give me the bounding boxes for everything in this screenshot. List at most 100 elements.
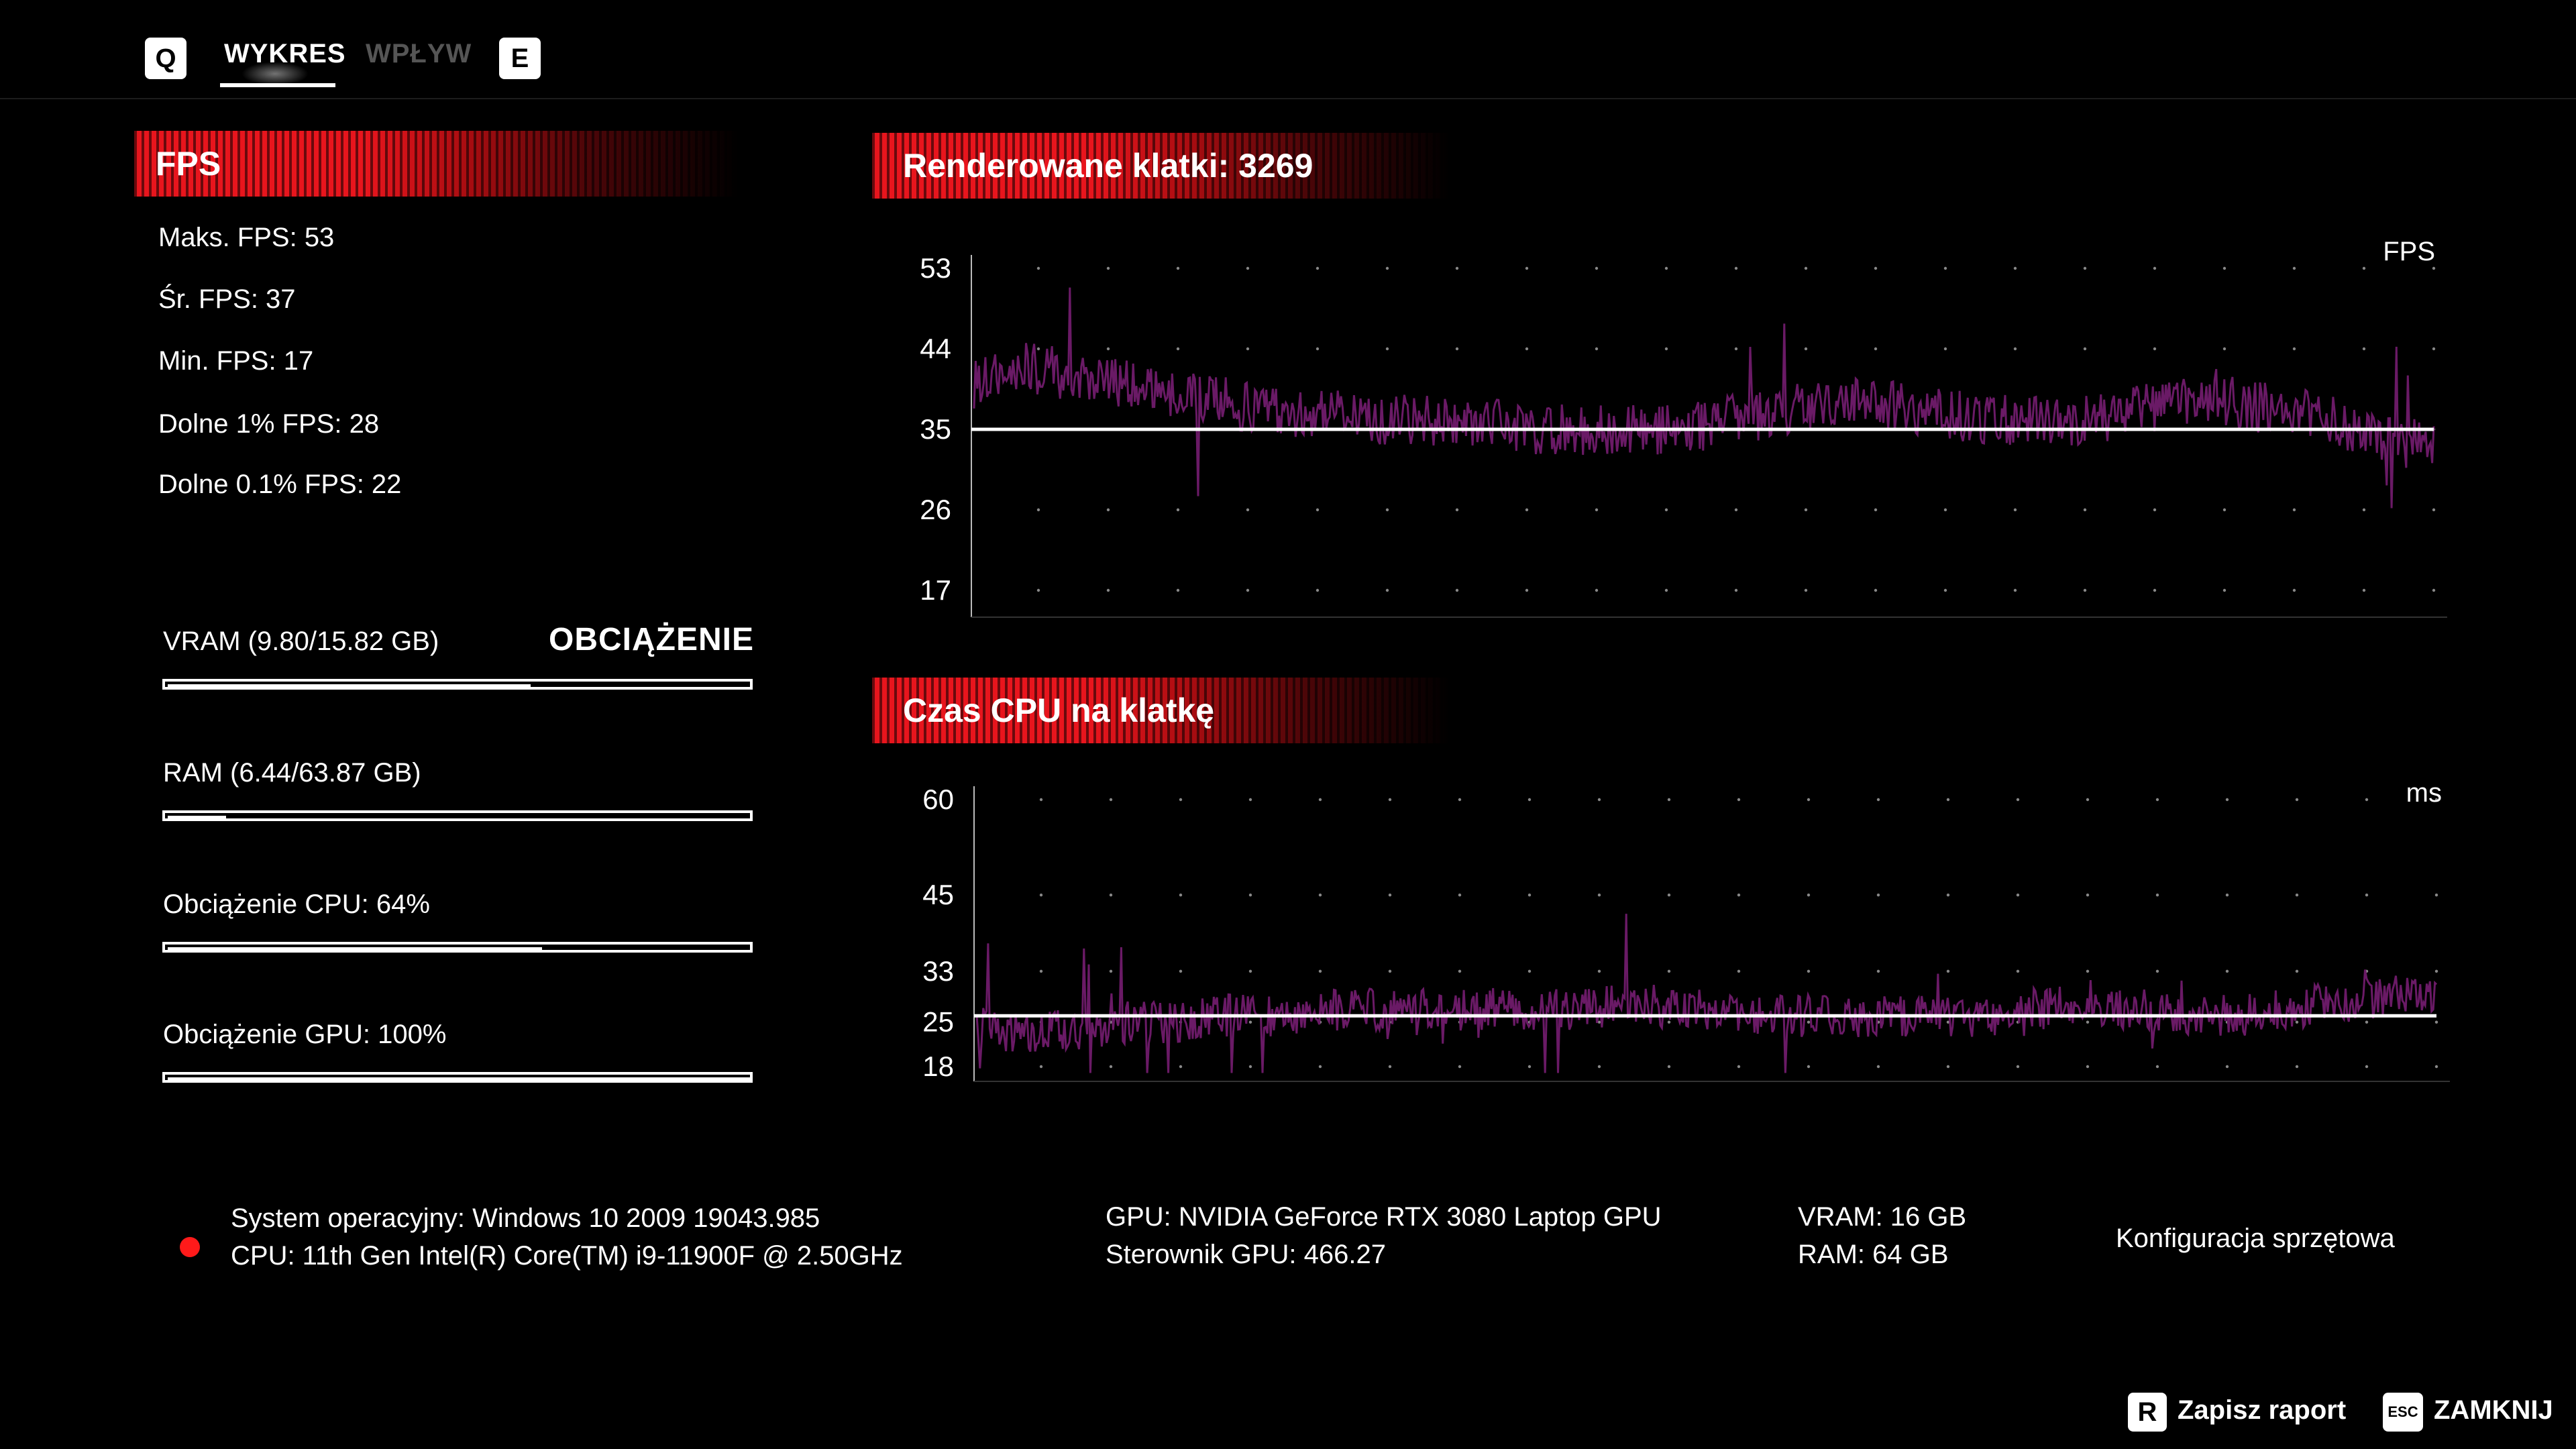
grid-dot <box>2225 893 2229 897</box>
grid-dot <box>1737 798 1741 802</box>
grid-dot <box>1036 588 1040 592</box>
grid-dot <box>1527 969 1532 973</box>
grid-dot <box>2086 969 2090 973</box>
fps-panel-header: FPS <box>134 131 738 197</box>
tab-wykres[interactable]: WYKRES <box>224 39 346 68</box>
status-dot <box>180 1237 200 1257</box>
tab-prev-key-hint[interactable]: Q <box>145 38 186 79</box>
grid-dot <box>2083 266 2087 270</box>
save-report-button[interactable]: Zapisz raport <box>2178 1395 2347 1425</box>
grid-dot <box>1385 266 1389 270</box>
grid-dot <box>2295 893 2299 897</box>
vram-info: VRAM: 16 GB <box>1798 1202 1967 1232</box>
grid-dot <box>1807 798 1811 802</box>
grid-dot <box>1388 969 1392 973</box>
grid-dot <box>1458 1065 1462 1069</box>
grid-dot <box>1667 1020 1671 1024</box>
grid-dot <box>2222 508 2226 512</box>
close-key[interactable]: ESC <box>2383 1393 2423 1432</box>
low01-fps-stat: Dolne 0.1% FPS: 22 <box>158 470 402 499</box>
grid-dot <box>1667 798 1671 802</box>
grid-dot <box>1385 347 1389 351</box>
hardware-config-label: Konfiguracja sprzętowa <box>2116 1224 2395 1253</box>
grid-dot <box>1176 347 1180 351</box>
load-heading: OBCIĄŻENIE <box>549 622 755 657</box>
grid-dot <box>2295 969 2299 973</box>
grid-dot <box>1525 588 1529 592</box>
close-button[interactable]: ZAMKNIJ <box>2434 1395 2553 1425</box>
grid-dot <box>1804 588 1808 592</box>
grid-dot <box>1525 266 1529 270</box>
grid-dot <box>1109 969 1113 973</box>
fps-chart: 53 44 35 26 17 FPS <box>920 237 2447 618</box>
grid-dot <box>2434 1020 2438 1024</box>
grid-dot <box>1664 266 1668 270</box>
grid-dot <box>1804 347 1808 351</box>
gpu-load-label: Obciążenie GPU: 100% <box>163 1020 447 1049</box>
cpu-chart-header: Czas CPU na klatkę <box>872 678 1449 743</box>
grid-dot <box>1039 798 1043 802</box>
grid-dot <box>1106 266 1110 270</box>
grid-dot <box>1109 893 1113 897</box>
grid-dot <box>1455 266 1459 270</box>
grid-dot <box>1737 969 1741 973</box>
grid-dot <box>1876 893 1880 897</box>
grid-dot <box>2432 508 2436 512</box>
grid-dot <box>1807 1020 1811 1024</box>
grid-dot <box>2434 893 2438 897</box>
grid-dot <box>1946 893 1950 897</box>
cpu-chart-title: Czas CPU na klatkę <box>903 692 1215 729</box>
tab-wplyw[interactable]: WPŁYW <box>366 39 472 68</box>
grid-dot <box>1176 588 1180 592</box>
grid-dot <box>2016 1065 2020 1069</box>
grid-dot <box>1318 969 1322 973</box>
tab-next-key-hint[interactable]: E <box>499 38 541 79</box>
gpu-load-bar <box>162 1072 753 1083</box>
grid-dot <box>2083 347 2087 351</box>
grid-dot <box>1804 508 1808 512</box>
grid-dot <box>1036 508 1040 512</box>
chart-unit-label: FPS <box>2383 237 2435 266</box>
grid-dot <box>1248 798 1252 802</box>
grid-dot <box>2225 969 2229 973</box>
grid-dot <box>1388 893 1392 897</box>
grid-dot <box>2016 893 2020 897</box>
grid-dot <box>1874 588 1878 592</box>
grid-dot <box>1039 893 1043 897</box>
grid-dot <box>1946 969 1950 973</box>
grid-dot <box>1595 266 1599 270</box>
grid-dot <box>1316 588 1320 592</box>
grid-dot <box>1388 798 1392 802</box>
grid-dot <box>1176 508 1180 512</box>
grid-dot <box>1109 1065 1113 1069</box>
grid-dot <box>1179 1065 1183 1069</box>
grid-dot <box>1876 969 1880 973</box>
y-tick-label: 33 <box>922 955 954 987</box>
grid-dot <box>2013 588 2017 592</box>
grid-dot <box>2434 798 2438 802</box>
grid-dot <box>2083 508 2087 512</box>
grid-dot <box>1595 347 1599 351</box>
grid-dot <box>1388 1065 1392 1069</box>
grid-dot <box>2365 798 2369 802</box>
grid-dot <box>2362 347 2366 351</box>
grid-dot <box>2432 347 2436 351</box>
grid-dot <box>2083 588 2087 592</box>
gpu-driver-info: Sterownik GPU: 466.27 <box>1106 1240 1386 1269</box>
grid-dot <box>1737 1065 1741 1069</box>
cpu-load-label: Obciążenie CPU: 64% <box>163 890 430 919</box>
grid-dot <box>1874 347 1878 351</box>
grid-dot <box>1316 266 1320 270</box>
save-report-key[interactable]: R <box>2128 1393 2167 1432</box>
grid-dot <box>1458 798 1462 802</box>
grid-dot <box>1734 347 1738 351</box>
grid-dot <box>1597 798 1601 802</box>
grid-dot <box>2225 798 2229 802</box>
grid-dot <box>1664 508 1668 512</box>
grid-dot <box>1667 893 1671 897</box>
grid-dot <box>2222 347 2226 351</box>
frame-series-line <box>975 914 2438 1073</box>
grid-dot <box>1597 893 1601 897</box>
grid-dot <box>1874 508 1878 512</box>
grid-dot <box>2222 266 2226 270</box>
